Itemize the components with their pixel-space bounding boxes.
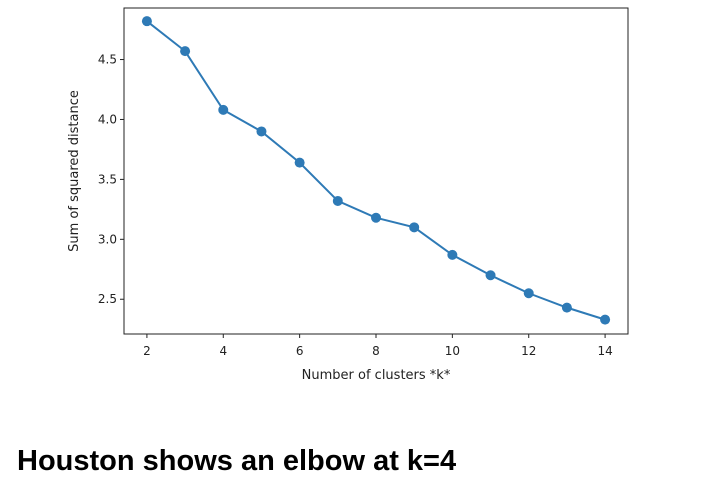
data-point bbox=[256, 126, 267, 137]
x-axis-label: Number of clusters *k* bbox=[302, 368, 451, 383]
elbow-chart: 2 4 6 8 10 12 14 2.5 3.0 3.5 4.0 4.5 Number of clus… bbox=[67, 7, 629, 383]
plot-frame bbox=[123, 7, 629, 335]
x-tick-label: 2 bbox=[143, 344, 151, 358]
x-tick-label: 4 bbox=[219, 344, 227, 358]
x-tick-label: 10 bbox=[445, 344, 460, 358]
series-line bbox=[146, 20, 606, 321]
data-point bbox=[600, 314, 611, 325]
plot-area bbox=[141, 16, 611, 325]
data-point bbox=[523, 288, 534, 299]
y-tick-label: 4.0 bbox=[98, 112, 117, 126]
data-point bbox=[485, 270, 496, 281]
data-point bbox=[371, 212, 381, 223]
data-point bbox=[180, 46, 191, 57]
x-tick-label: 14 bbox=[597, 344, 612, 358]
x-tick-label: 12 bbox=[521, 344, 536, 358]
data-point bbox=[332, 195, 343, 206]
data-point bbox=[409, 222, 420, 233]
data-point bbox=[294, 157, 305, 168]
x-tick-label: 8 bbox=[372, 344, 380, 358]
y-axis-label: Sum of squared distance bbox=[67, 90, 82, 252]
ticks: 2 4 6 8 10 12 14 2.5 3.0 3.5 4.0 4.5 bbox=[98, 53, 613, 358]
y-tick-label: 4.5 bbox=[98, 53, 117, 67]
x-tick-label: 6 bbox=[296, 344, 304, 358]
data-point bbox=[141, 16, 152, 27]
data-point bbox=[218, 104, 229, 115]
data-point bbox=[561, 302, 572, 313]
y-tick-label: 3.5 bbox=[98, 172, 117, 186]
y-tick-label: 2.5 bbox=[98, 292, 117, 306]
caption-text: Houston shows an elbow at k=4 bbox=[17, 445, 457, 477]
data-point bbox=[447, 249, 458, 260]
y-tick-label: 3.0 bbox=[98, 232, 117, 246]
